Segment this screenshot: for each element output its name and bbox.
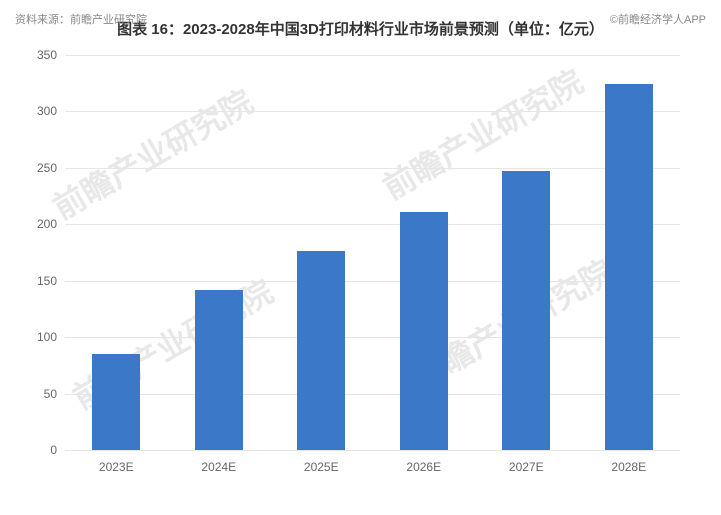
bar bbox=[297, 251, 345, 450]
x-axis-tick-label: 2025E bbox=[304, 460, 339, 474]
bar bbox=[195, 290, 243, 450]
x-axis-tick-label: 2026E bbox=[406, 460, 441, 474]
bar bbox=[400, 212, 448, 450]
source-label: 资料来源：前瞻产业研究院 bbox=[15, 11, 147, 27]
bar bbox=[92, 354, 140, 450]
bar bbox=[502, 171, 550, 450]
bar bbox=[605, 84, 653, 450]
x-axis-tick-label: 2027E bbox=[509, 460, 544, 474]
y-axis-tick-label: 250 bbox=[37, 161, 57, 175]
bars-container: 2023E2024E2025E2026E2027E2028E bbox=[65, 55, 680, 450]
y-axis-tick-label: 150 bbox=[37, 274, 57, 288]
bar-slot: 2027E bbox=[475, 55, 578, 450]
y-axis-tick-label: 0 bbox=[50, 443, 57, 457]
chart-footer: 资料来源：前瞻产业研究院 ©前瞻经济学人APP bbox=[15, 11, 706, 27]
y-axis-tick-label: 350 bbox=[37, 48, 57, 62]
bar-slot: 2023E bbox=[65, 55, 168, 450]
x-axis-tick-label: 2023E bbox=[99, 460, 134, 474]
bar-slot: 2025E bbox=[270, 55, 373, 450]
bar-slot: 2028E bbox=[578, 55, 681, 450]
x-axis-tick-label: 2024E bbox=[201, 460, 236, 474]
y-axis-tick-label: 50 bbox=[44, 387, 57, 401]
y-axis-tick-label: 100 bbox=[37, 330, 57, 344]
gridline bbox=[65, 450, 680, 451]
copyright-label: ©前瞻经济学人APP bbox=[610, 11, 706, 27]
chart-plot-area: 0501001502002503003502023E2024E2025E2026… bbox=[65, 55, 680, 450]
x-axis-tick-label: 2028E bbox=[611, 460, 646, 474]
bar-slot: 2026E bbox=[373, 55, 476, 450]
y-axis-tick-label: 300 bbox=[37, 104, 57, 118]
y-axis-tick-label: 200 bbox=[37, 217, 57, 231]
bar-slot: 2024E bbox=[168, 55, 271, 450]
